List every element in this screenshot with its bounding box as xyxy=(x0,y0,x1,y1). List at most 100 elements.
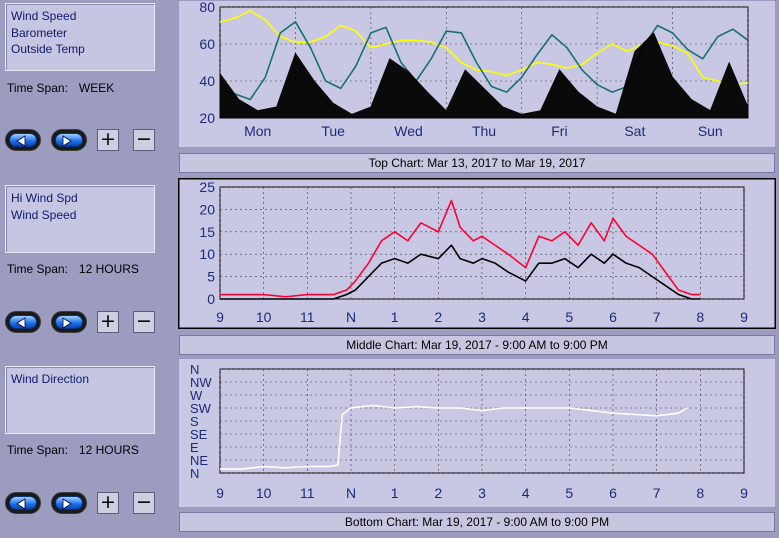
x-tick-label: Sun xyxy=(698,123,723,139)
x-tick-label: 2 xyxy=(434,485,442,501)
x-tick-label: 2 xyxy=(434,309,442,325)
top-chart-controls: Wind Speed Barometer Outside Temp Time S… xyxy=(0,0,170,178)
x-tick-label: Thu xyxy=(472,123,496,139)
x-tick-label: Tue xyxy=(321,123,345,139)
top-zoom-in-button[interactable]: + xyxy=(97,129,119,151)
arrow-left-icon xyxy=(16,135,26,147)
top-forward-button[interactable] xyxy=(51,129,87,151)
y-tick-label: SW xyxy=(190,401,212,416)
x-tick-label: 1 xyxy=(391,309,399,325)
legend-item: Outside Temp xyxy=(11,42,85,56)
x-tick-label: 3 xyxy=(478,309,486,325)
legend-item: Hi Wind Spd xyxy=(11,191,78,205)
middle-chart-legend: Hi Wind Spd Wind Speed xyxy=(5,185,155,253)
y-tick-label: N xyxy=(190,466,199,481)
x-tick-label: 9 xyxy=(740,485,748,501)
y-tick-label: 20 xyxy=(199,201,215,217)
grid xyxy=(219,186,745,300)
arrow-right-icon xyxy=(62,135,72,147)
x-tick-label: Fri xyxy=(551,123,567,139)
y-tick-label: SE xyxy=(190,427,208,442)
grid xyxy=(219,368,745,474)
x-tick-label: Mon xyxy=(244,123,271,139)
middle-chart-caption: Middle Chart: Mar 19, 2017 - 9:00 AM to … xyxy=(179,335,775,355)
arrow-left-icon xyxy=(16,317,26,329)
x-tick-label: 7 xyxy=(653,485,661,501)
middle-back-button[interactable] xyxy=(5,311,41,333)
middle-forward-button[interactable] xyxy=(51,311,87,333)
x-tick-label: 8 xyxy=(696,309,704,325)
y-tick-label: NE xyxy=(190,453,208,468)
y-tick-label: NW xyxy=(190,375,212,390)
arrow-right-icon xyxy=(62,317,72,329)
y-tick-label: S xyxy=(190,414,199,429)
x-tick-label: 4 xyxy=(522,485,530,501)
y-tick-label: 20 xyxy=(199,110,215,126)
x-tick-label: 8 xyxy=(696,485,704,501)
y-tick-label: 25 xyxy=(199,179,215,195)
x-tick-label: 5 xyxy=(565,485,573,501)
y-tick-label: N xyxy=(190,362,199,377)
bottom-zoom-in-button[interactable]: + xyxy=(97,492,119,514)
series-wind-speed xyxy=(219,32,749,119)
middle-chart[interactable]: 0 5 10 15 20 25 9 10 11 N 1 2 3 4 5 6 7 8 9 xyxy=(178,178,776,329)
middle-chart-controls: Hi Wind Spd Wind Speed Time Span: 12 HOUR… xyxy=(0,180,170,358)
y-tick-label: 15 xyxy=(199,224,215,240)
series-wind-speed xyxy=(220,244,701,300)
x-tick-label: 9 xyxy=(216,485,224,501)
legend-item: Wind Speed xyxy=(11,9,77,23)
x-tick-label: 4 xyxy=(522,309,530,325)
bottom-chart-controls: Wind Direction Time Span: 12 HOURS xyxy=(0,360,170,538)
x-tick-label: 1 xyxy=(391,485,399,501)
arrow-left-icon xyxy=(16,498,26,510)
y-tick-label: E xyxy=(190,440,199,455)
top-chart-caption: Top Chart: Mar 13, 2017 to Mar 19, 2017 xyxy=(179,153,775,173)
x-tick-label: 7 xyxy=(653,309,661,325)
y-tick-label: 0 xyxy=(207,291,215,307)
series-hi-wind-spd xyxy=(220,199,701,298)
bottom-zoom-out-button[interactable]: − xyxy=(133,492,155,514)
x-tick-label: 6 xyxy=(609,485,617,501)
x-tick-label: 6 xyxy=(609,309,617,325)
x-tick-label: 5 xyxy=(565,309,573,325)
x-tick-label: 3 xyxy=(478,485,486,501)
x-tick-label: 11 xyxy=(300,485,315,501)
legend-item: Barometer xyxy=(11,25,68,40)
bottom-chart-legend: Wind Direction xyxy=(5,366,155,434)
x-tick-label: Wed xyxy=(394,123,423,139)
y-tick-label: 10 xyxy=(199,246,215,262)
x-tick-label: Sat xyxy=(624,123,645,139)
top-timespan: Time Span: WEEK xyxy=(7,81,115,95)
arrow-right-icon xyxy=(62,498,72,510)
y-tick-label: W xyxy=(190,388,203,403)
top-chart[interactable]: 20 40 60 80 Mon Tue Wed Thu Fri Sat Sun xyxy=(178,0,776,148)
top-timespan-value: WEEK xyxy=(78,81,115,95)
x-tick-label: N xyxy=(346,485,356,501)
y-tick-label: 5 xyxy=(207,269,215,285)
top-back-button[interactable] xyxy=(5,129,41,151)
legend-item: Wind Speed xyxy=(11,207,77,222)
x-tick-label: 10 xyxy=(256,309,272,325)
middle-zoom-out-button[interactable]: − xyxy=(133,311,155,333)
x-tick-label: 9 xyxy=(740,309,748,325)
middle-timespan-value: 12 HOURS xyxy=(78,262,139,276)
top-chart-legend: Wind Speed Barometer Outside Temp xyxy=(5,3,155,71)
bottom-chart-caption: Bottom Chart: Mar 19, 2017 - 9:00 AM to … xyxy=(179,512,775,532)
series-wind-direction xyxy=(220,404,688,470)
series-barometer xyxy=(219,20,749,101)
x-tick-label: N xyxy=(346,309,356,325)
middle-timespan: Time Span: 12 HOURS xyxy=(7,262,139,276)
bottom-forward-button[interactable] xyxy=(51,492,87,514)
y-tick-label: 80 xyxy=(199,0,215,15)
y-tick-label: 60 xyxy=(199,36,215,52)
legend-item: Wind Direction xyxy=(11,372,90,386)
bottom-timespan: Time Span: 12 HOURS xyxy=(7,443,139,457)
x-tick-label: 9 xyxy=(216,309,224,325)
middle-zoom-in-button[interactable]: + xyxy=(97,311,119,333)
top-zoom-out-button[interactable]: − xyxy=(133,129,155,151)
bottom-back-button[interactable] xyxy=(5,492,41,514)
x-tick-label: 10 xyxy=(256,485,272,501)
x-tick-label: 11 xyxy=(300,309,315,325)
y-tick-label: 40 xyxy=(199,73,215,89)
